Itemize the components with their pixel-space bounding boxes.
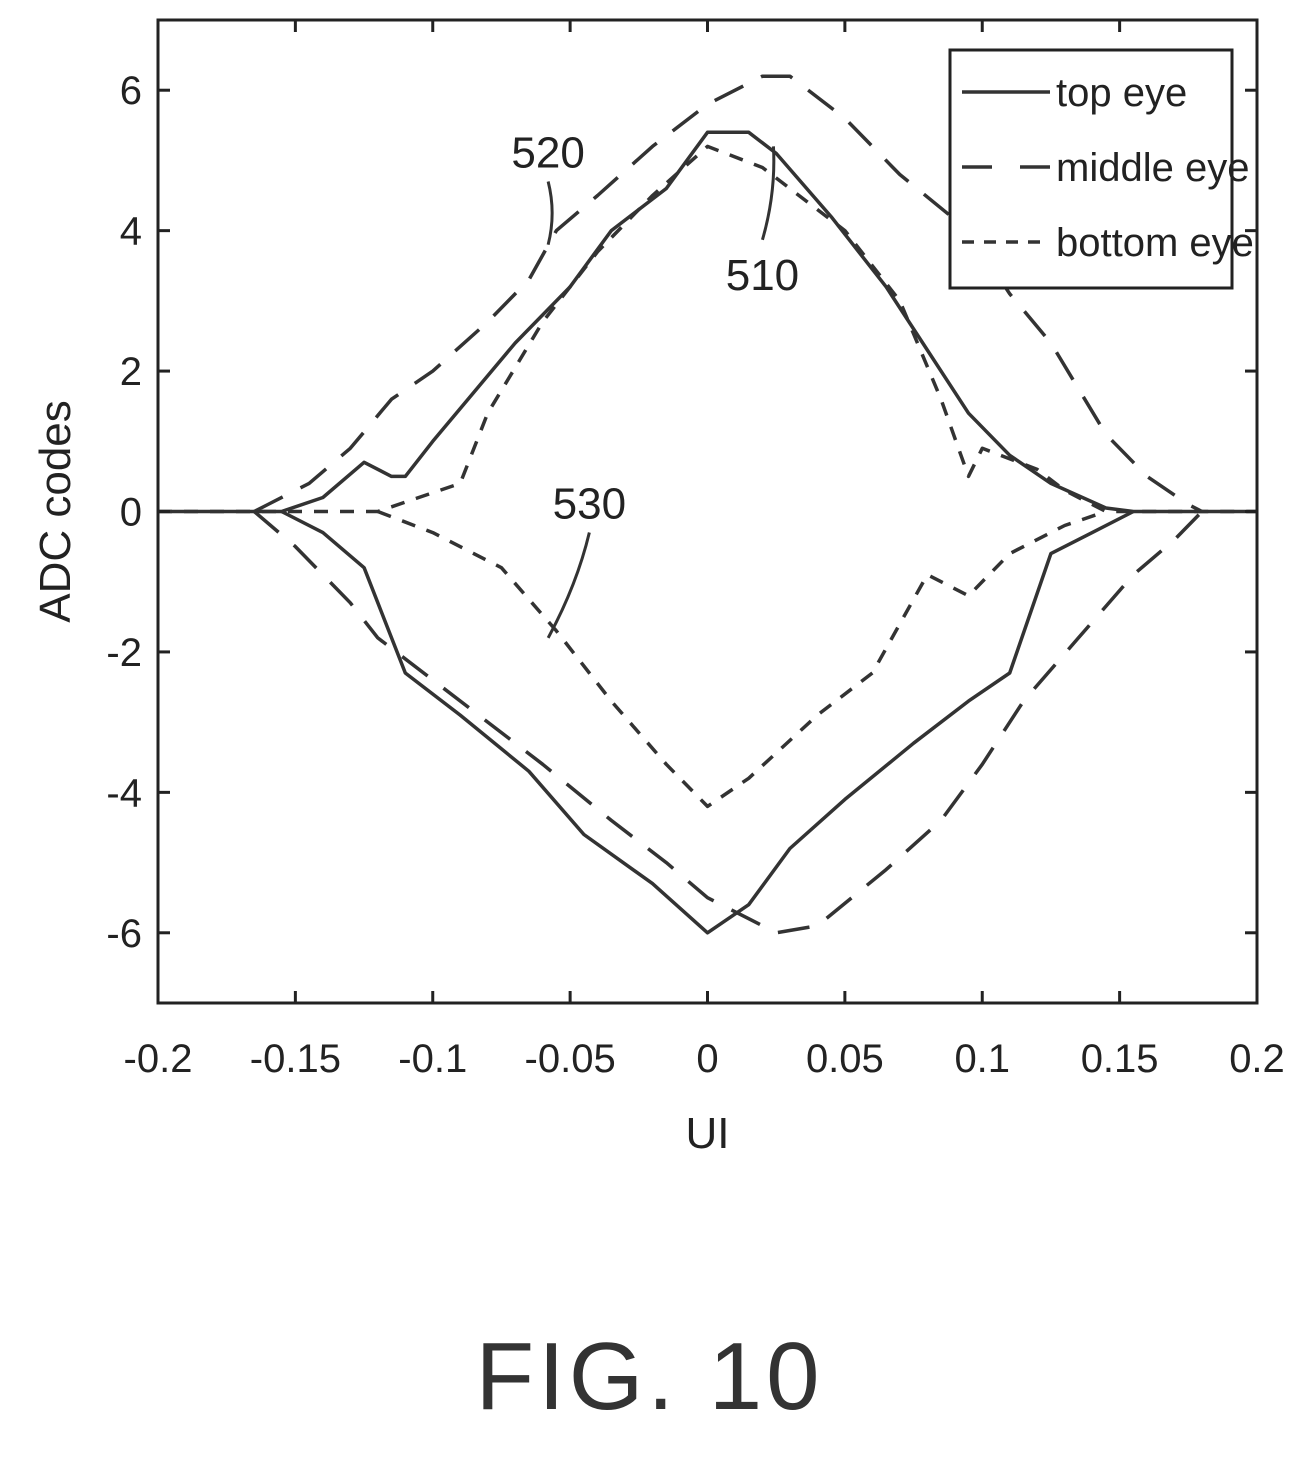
series-line-2-upper [158,144,1257,514]
series-line-0-upper [158,130,1257,514]
legend-label-1: middle eye [1056,146,1249,190]
annotation-label-510: 510 [726,251,799,300]
series-line-2-lower [377,509,1107,809]
annotation-leader-510 [761,146,776,241]
y-axis-label: ADC codes [31,400,80,623]
y-tick-label: -2 [106,631,142,675]
axis-ticks: -0.2 -0.15 -0.1 -0.05 0 0.05 0.1 0.15 0.2 -6 -4 -2 0… [106,20,1285,1081]
legend-label-2: bottom eye [1056,221,1254,265]
figure-label: FIG. 10 [475,1323,824,1430]
x-tick-label: -0.05 [525,1037,616,1081]
legend-box [948,48,1234,290]
legend: top eye middle eye bottom eye [948,48,1254,290]
y-tick-label: -6 [106,912,142,956]
y-tick-label: 4 [120,210,142,254]
y-tick-label: 6 [120,69,142,113]
x-tick-label: 0.1 [954,1037,1010,1081]
x-tick-label: 0.2 [1229,1037,1285,1081]
x-tick-label: 0.05 [806,1037,884,1081]
y-tick-label: -4 [106,771,142,815]
annotation-leader-530 [546,532,591,639]
annotation-label-530: 530 [553,480,626,529]
x-tick-label: -0.15 [250,1037,341,1081]
annotation-label-520: 520 [511,128,584,177]
series-line-0-lower [280,509,1135,935]
annotation-leader-520 [546,181,554,246]
x-tick-label: -0.2 [124,1037,193,1081]
x-tick-label: -0.1 [398,1037,467,1081]
y-tick-label: 0 [120,491,142,535]
x-tick-label: 0.15 [1081,1037,1159,1081]
reference-annotations: 520 510 530 [511,128,799,639]
legend-label-0: top eye [1056,71,1187,115]
x-axis-label: UI [686,1109,730,1158]
series-line-1-lower [253,510,1204,935]
series-line-1-upper [253,74,1203,514]
x-tick-label: 0 [696,1037,718,1081]
y-tick-label: 2 [120,350,142,394]
plot-lines [158,74,1257,935]
